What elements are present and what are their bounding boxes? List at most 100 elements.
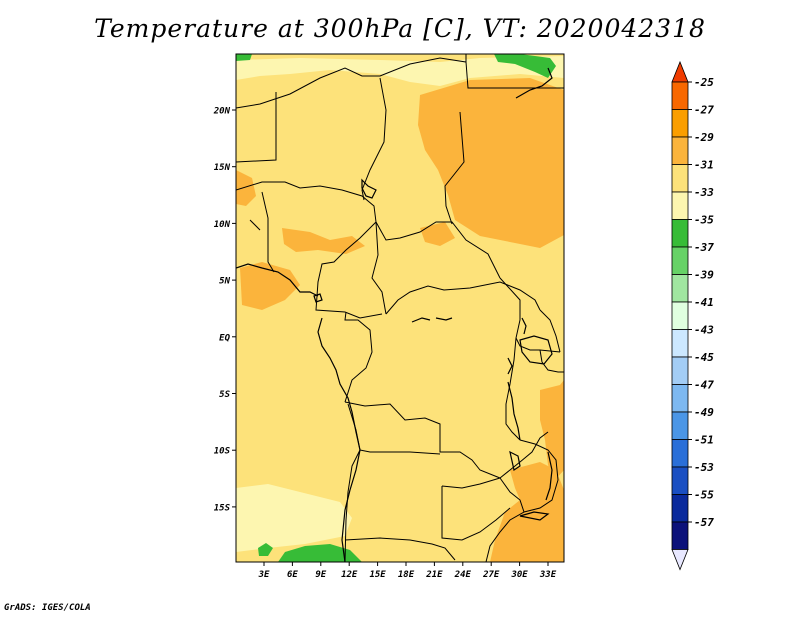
boundary-line [344,401,501,479]
lake-marks [411,317,431,323]
lon-label: 21E [425,570,443,580]
lon-label: 30E [510,570,528,580]
lake-kivu [507,357,513,375]
boundary-line [444,111,465,225]
warm-patch-cameroon [420,222,455,246]
colorbar-label: -37 [694,241,714,254]
map-title: Temperature at 300hPa [C], VT: 202004231… [94,14,706,43]
colorbar-swatch [671,329,689,358]
cool-region-north [236,56,564,86]
colorbar-swatch [671,356,689,385]
warm-patch-coast [240,262,300,310]
boundary-line [499,277,561,353]
boundary-line [261,191,275,273]
colorbar: -25 -27 -29 -31 -33 -35 -37 -39 -41 -43 -45 -47 -49 -… [671,60,714,571]
colorbar-label: -47 [694,379,714,392]
boundary-line [249,219,261,231]
warm-patch-nigeria [282,228,365,254]
colorbar-swatch [671,274,689,303]
green-patch-southwest [258,543,273,556]
boundary-line [371,221,387,315]
map-frame [235,53,565,563]
coastline-central-africa [317,317,361,562]
lake-chad [361,178,377,199]
colorbar-label: -41 [694,296,714,309]
lon-label: 9E [315,570,326,580]
colorbar-label: -39 [694,269,714,282]
coastline-gulf-of-guinea [236,263,319,297]
latitude-axis: 20N 15N 10N 5N EQ 5S 10S 15S [213,107,236,513]
colorbar-swatch [671,301,689,330]
colorbar-swatch [671,384,689,413]
lat-label: 20N [213,107,231,117]
colorbar-label: -51 [694,434,714,447]
lon-label: 24E [454,570,472,580]
lon-label: 15E [369,570,386,580]
boundary-line [385,281,541,315]
river-mark [515,67,553,99]
warm-patch-west-sahel [236,170,256,206]
lon-label: 18E [398,570,415,580]
boundary-line [359,449,441,455]
lon-label: 6E [287,570,298,580]
colorbar-label: -55 [694,489,714,502]
boundary-line [505,337,521,441]
colorbar-label: -45 [694,351,714,364]
lake-marks [435,317,453,321]
lon-label: 12E [341,570,358,580]
warm-region-southeast [490,462,564,562]
lake-victoria [519,335,553,365]
lake-albert [521,317,527,335]
colorbar-label: -33 [694,186,714,199]
coastlines-and-lakes [236,67,553,562]
grads-credit: GrADS: IGES/COLA [4,603,91,613]
colorbar-label: -25 [694,76,714,89]
boundary-line [499,431,549,479]
colorbar-swatch [671,494,689,523]
colorbar-swatch [671,191,689,220]
boundary-line [344,311,373,403]
lat-label: 5N [219,277,230,287]
colorbar-swatch [671,466,689,495]
boundary-line [441,486,511,541]
lat-label: EQ [219,333,230,343]
boundary-line [236,54,467,109]
lake-tanganyika [507,381,521,441]
boundary-line [375,221,501,279]
boundary-line [236,92,277,163]
boundary-line [539,309,561,353]
colorbar-swatch [671,521,689,550]
boundary-line [539,349,564,373]
colorbar-swatch [671,439,689,468]
boundary-line [236,181,377,223]
boundary-line [361,77,387,201]
green-patch-south [278,544,362,562]
colorbar-label: -31 [694,159,714,172]
lat-label: 10S [214,447,231,457]
longitude-axis: 3E 6E 9E 12E 15E 18E 21E 24E 27E 30E 33E [258,562,557,580]
colorbar-swatch [671,246,689,275]
colorbar-swatch [671,164,689,193]
green-patch-northeast [494,54,556,78]
lat-label: 15S [214,503,231,513]
lon-label: 33E [539,570,557,580]
colorbar-swatch [671,411,689,440]
map-panel: 20N 15N 10N 5N EQ 5S 10S 15S 3E 6E 9E 12E 15E 18E 21E… [213,53,565,580]
lon-label: 27E [482,570,500,580]
colorbar-swatch [671,219,689,248]
cool-region-southwest [236,484,352,552]
colorbar-label: -53 [694,461,714,474]
lat-label: 5S [219,390,230,400]
boundary-line [465,61,564,89]
lake-malawi [545,451,553,501]
warm-region-northeast [418,78,564,248]
colorbar-top-arrow [671,60,689,83]
warm-region-east [540,380,564,480]
colorbar-label: -49 [694,406,714,419]
colorbar-swatch [671,136,689,165]
colorbar-label: -35 [694,214,714,227]
colorbar-label: -29 [694,131,714,144]
boundary-line [315,221,383,319]
lat-label: 15N [214,163,231,173]
